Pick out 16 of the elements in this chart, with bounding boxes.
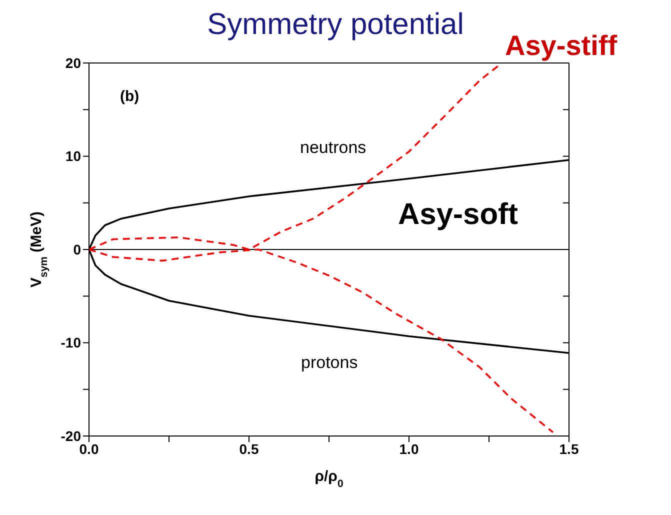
y-tick-label: 10 <box>65 148 82 164</box>
x-tick-label: 0.0 <box>79 440 99 457</box>
annotation: protons <box>301 353 358 373</box>
y-tick-label: 0 <box>73 241 82 258</box>
annotation: Asy-soft <box>398 198 518 232</box>
x-axis-title: ρ/ρ$_{0}$ <box>314 468 344 490</box>
x-tick-label: 1.5 <box>559 440 579 457</box>
annotation: neutrons <box>300 138 366 158</box>
text: Asy-stiff <box>505 30 618 62</box>
y-tick-label: 20 <box>65 54 82 71</box>
x-tick-label: 0.5 <box>239 440 259 457</box>
annotation: (b) <box>120 88 140 105</box>
y-tick-label: -10 <box>60 334 82 351</box>
chart-title: Symmetry potential <box>207 8 464 41</box>
y-tick-label: -20 <box>60 428 82 444</box>
x-tick-label: 1.0 <box>399 440 419 457</box>
